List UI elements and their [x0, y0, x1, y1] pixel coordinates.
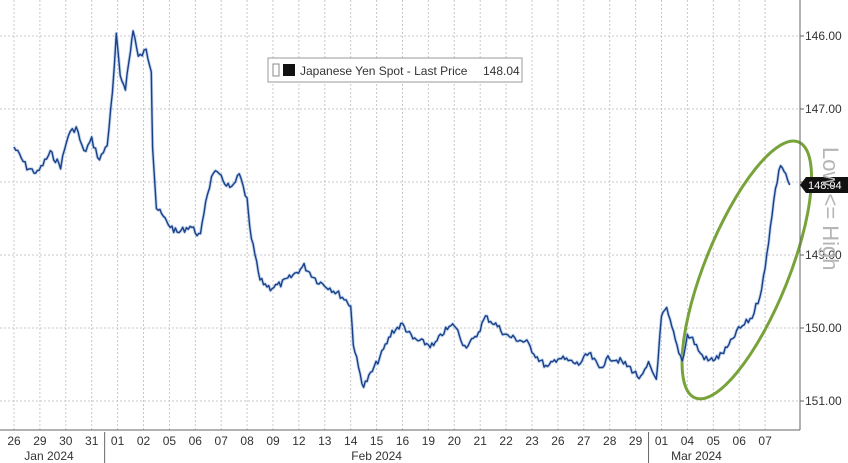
legend: Japanese Yen Spot - Last Price 148.04	[267, 57, 523, 83]
legend-handle	[272, 63, 280, 77]
x-tick-label: 15	[370, 434, 384, 448]
highlight-ellipse	[680, 139, 814, 401]
x-tick-label: 07	[215, 434, 229, 448]
month-labels: Jan 2024 Feb 2024 Mar 2024	[24, 432, 722, 463]
x-tick-label: 26	[7, 434, 21, 448]
x-tick-label: 06	[189, 434, 203, 448]
legend-value: 148.04	[483, 64, 520, 78]
axes	[0, 0, 801, 431]
x-tick-label: 27	[577, 434, 591, 448]
series-line	[13, 30, 791, 389]
y-tick-label: 146.00	[805, 29, 842, 43]
highlight-ellipse-group	[680, 139, 814, 401]
y-tick-label: 149.00	[805, 248, 842, 262]
last-price-tag: 148.04	[800, 177, 848, 193]
month-label: Feb 2024	[351, 449, 402, 463]
x-tick-label: 29	[33, 434, 47, 448]
x-tick-label: 30	[59, 434, 73, 448]
x-tick-label: 02	[137, 434, 151, 448]
month-label: Mar 2024	[671, 449, 722, 463]
x-tick-label: 09	[266, 434, 280, 448]
x-tick-label: 28	[603, 434, 617, 448]
x-tick-label: 01	[111, 434, 125, 448]
x-tick-labels: 26 29 30 31 01 02 05 06 07 08 09 12 13 14 15 16 19 20 21 22…	[7, 434, 772, 448]
x-tick-label: 06	[733, 434, 747, 448]
x-tick-label: 12	[292, 434, 306, 448]
x-tick-label: 04	[681, 434, 695, 448]
x-tick-label: 29	[629, 434, 643, 448]
x-tick-label: 14	[344, 434, 358, 448]
series-group	[12, 29, 792, 389]
x-tick-label: 26	[551, 434, 565, 448]
x-tick-label: 31	[85, 434, 99, 448]
x-tick-label: 16	[396, 434, 410, 448]
legend-box	[267, 57, 523, 83]
x-tick-label: 08	[240, 434, 254, 448]
x-tick-label: 05	[163, 434, 177, 448]
legend-swatch	[283, 64, 295, 76]
month-label: Jan 2024	[24, 449, 74, 463]
x-tick-label: 22	[499, 434, 513, 448]
x-tick-label: 21	[474, 434, 488, 448]
last-price-tag-shape	[800, 177, 848, 193]
y-tick-label: 150.00	[805, 321, 842, 335]
y-tick-label: 151.00	[805, 394, 842, 408]
side-axis-label: Low <= High	[818, 147, 843, 271]
legend-label: Japanese Yen Spot - Last Price	[300, 64, 468, 78]
last-price-tag-text: 148.04	[808, 180, 842, 192]
x-tick-label: 19	[422, 434, 436, 448]
y-tick-label: 147.00	[805, 102, 842, 116]
x-tick-label: 01	[655, 434, 669, 448]
x-tick-label: 23	[525, 434, 539, 448]
x-tick-label: 20	[448, 434, 462, 448]
x-tick-label: 13	[318, 434, 332, 448]
x-tick-label: 07	[758, 434, 772, 448]
x-tick-label: 05	[707, 434, 721, 448]
